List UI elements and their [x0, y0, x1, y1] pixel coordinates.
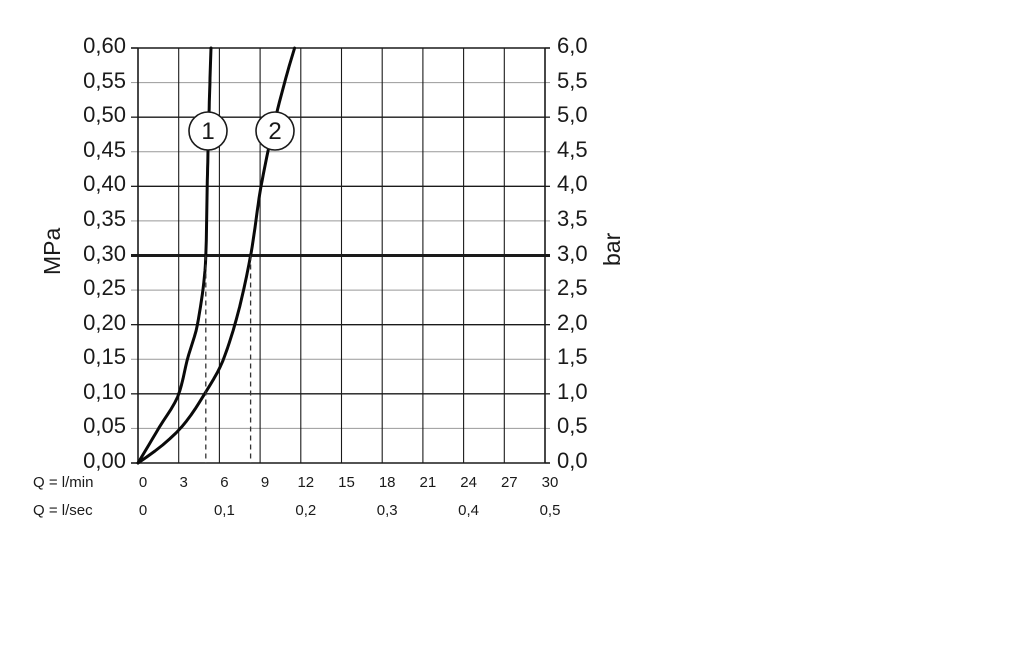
svg-text:1: 1 [201, 118, 214, 145]
svg-text:2: 2 [268, 118, 281, 145]
